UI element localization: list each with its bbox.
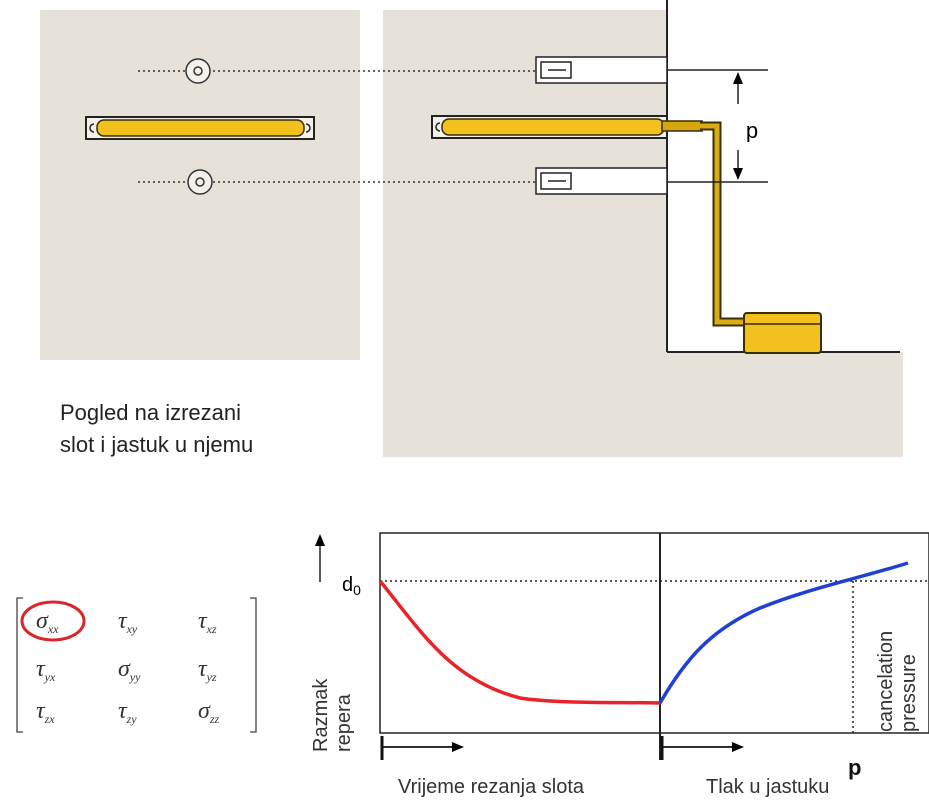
matrix-cell-σzz: σzz <box>198 698 220 726</box>
displacement-curve-pressure <box>658 561 909 704</box>
x-label-jack-pressure: Tlak u jastuku <box>706 776 829 798</box>
wall-exterior <box>667 0 929 352</box>
chart-frame <box>379 532 929 734</box>
stray-glyph: p <box>848 755 861 780</box>
chart <box>315 532 929 760</box>
hydraulic-pump <box>743 312 822 354</box>
caption-line-1: Pogled na izrezani <box>60 400 242 425</box>
highlight-circle <box>20 600 86 642</box>
anchor-bottom <box>535 167 668 195</box>
displacement-curve-cutting <box>378 579 661 705</box>
anchor-top <box>535 56 668 84</box>
dimension-label-d: d <box>746 121 758 146</box>
stress-matrix <box>16 597 257 733</box>
d0-label: d0 <box>342 574 361 598</box>
flat-jack-side-view <box>431 115 703 139</box>
x-label-cutting-time: Vrijeme rezanja slota <box>398 776 585 798</box>
matrix-cell-τyx: τyx <box>36 656 56 684</box>
matrix-cell-τxy: τxy <box>118 608 138 636</box>
gauge-point-bottom <box>187 169 213 195</box>
matrix-bracket-left <box>16 597 23 733</box>
flat-jack-front-view <box>85 116 315 140</box>
matrix-cell-τyz: τyz <box>198 656 217 684</box>
hydraulic-hose <box>700 123 746 325</box>
matrix-cell-σxx: σxx <box>36 608 59 636</box>
matrix-bracket-right <box>250 597 257 733</box>
matrix-cell-τzy: τzy <box>118 698 137 726</box>
gauge-point-top <box>185 58 211 84</box>
cancelation-label-line-2: pressure <box>898 654 920 732</box>
cancelation-label-line-1: cancelation <box>875 631 897 732</box>
y-axis-label-line-1: Razmak <box>310 678 332 752</box>
matrix-cell-σyy: σyy <box>118 656 141 684</box>
matrix-cell-τzx: τzx <box>36 698 55 726</box>
matrix-cell-τxz: τxz <box>198 608 217 636</box>
caption-line-2: slot i jastuk u njemu <box>60 432 254 457</box>
y-axis-label-line-2: repera <box>333 693 355 752</box>
